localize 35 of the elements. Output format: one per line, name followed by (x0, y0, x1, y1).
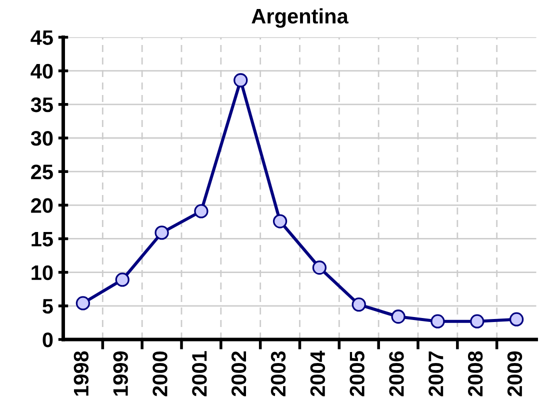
point (115, 272, 130, 287)
x-tick-label: 2006 (389, 351, 404, 396)
x-tick-label: 2001 (192, 351, 207, 396)
point (272, 214, 288, 228)
y-tick-label: 25 (31, 164, 53, 180)
x-tick-label: 2007 (428, 352, 444, 396)
y-tick-label: 45 (30, 30, 53, 46)
chart-title: Argentina (252, 8, 348, 28)
x-tick-label: 1998 (74, 351, 89, 396)
point (391, 310, 406, 324)
y-tick-label: 20 (31, 198, 53, 213)
x-tick-label: 2002 (231, 351, 246, 396)
y-tick-label: 10 (32, 265, 53, 280)
point (352, 297, 366, 312)
point (509, 312, 524, 326)
y-tick-label: 5 (42, 299, 53, 314)
point (194, 204, 208, 218)
x-tick-label: 2008 (468, 351, 483, 396)
point (312, 260, 327, 275)
y-tick-label: 0 (42, 332, 53, 348)
y-tick-label: 40 (30, 64, 53, 79)
x-tick-label: 1999 (113, 351, 128, 396)
point (430, 314, 445, 328)
point (234, 73, 248, 88)
x-tick-label: 2003 (270, 351, 286, 396)
x-tick-label: 2005 (350, 351, 364, 396)
point (154, 226, 169, 240)
y-tick-label: 30 (30, 131, 53, 146)
point (76, 296, 90, 310)
x-tick-label: 2000 (152, 351, 168, 396)
y-tick-label: 35 (30, 97, 53, 112)
x-tick-label: 2004 (310, 350, 326, 396)
x-tick-label: 2009 (507, 351, 522, 396)
y-tick-label: 15 (32, 232, 53, 246)
point (470, 314, 484, 328)
